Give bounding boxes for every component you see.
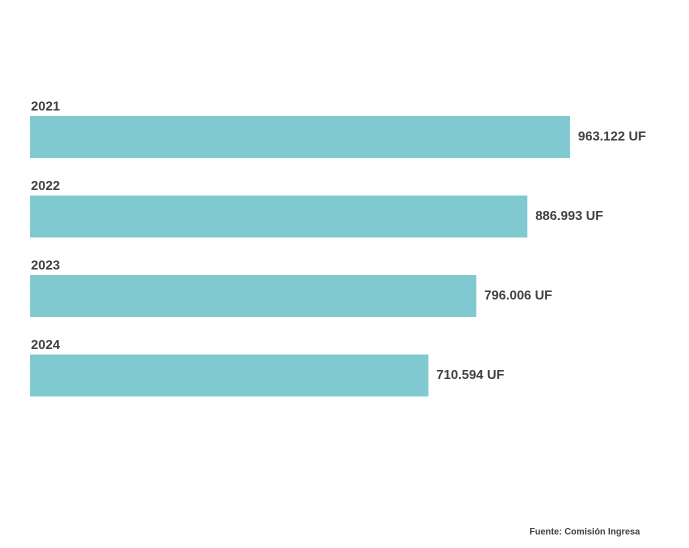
value-label: 796.006 UF	[484, 287, 552, 302]
category-label: 2024	[31, 337, 61, 352]
bar	[30, 116, 570, 158]
bar	[30, 195, 528, 238]
category-label: 2021	[31, 98, 60, 113]
category-label: 2022	[31, 178, 60, 193]
category-label: 2023	[31, 257, 60, 272]
value-label: 710.594 UF	[436, 367, 504, 382]
value-label: 963.122 UF	[578, 128, 646, 143]
bar	[30, 275, 477, 317]
source-note: Fuente: Comisión Ingresa	[529, 526, 641, 536]
value-label: 886.993 UF	[535, 208, 603, 223]
bar	[30, 354, 429, 397]
